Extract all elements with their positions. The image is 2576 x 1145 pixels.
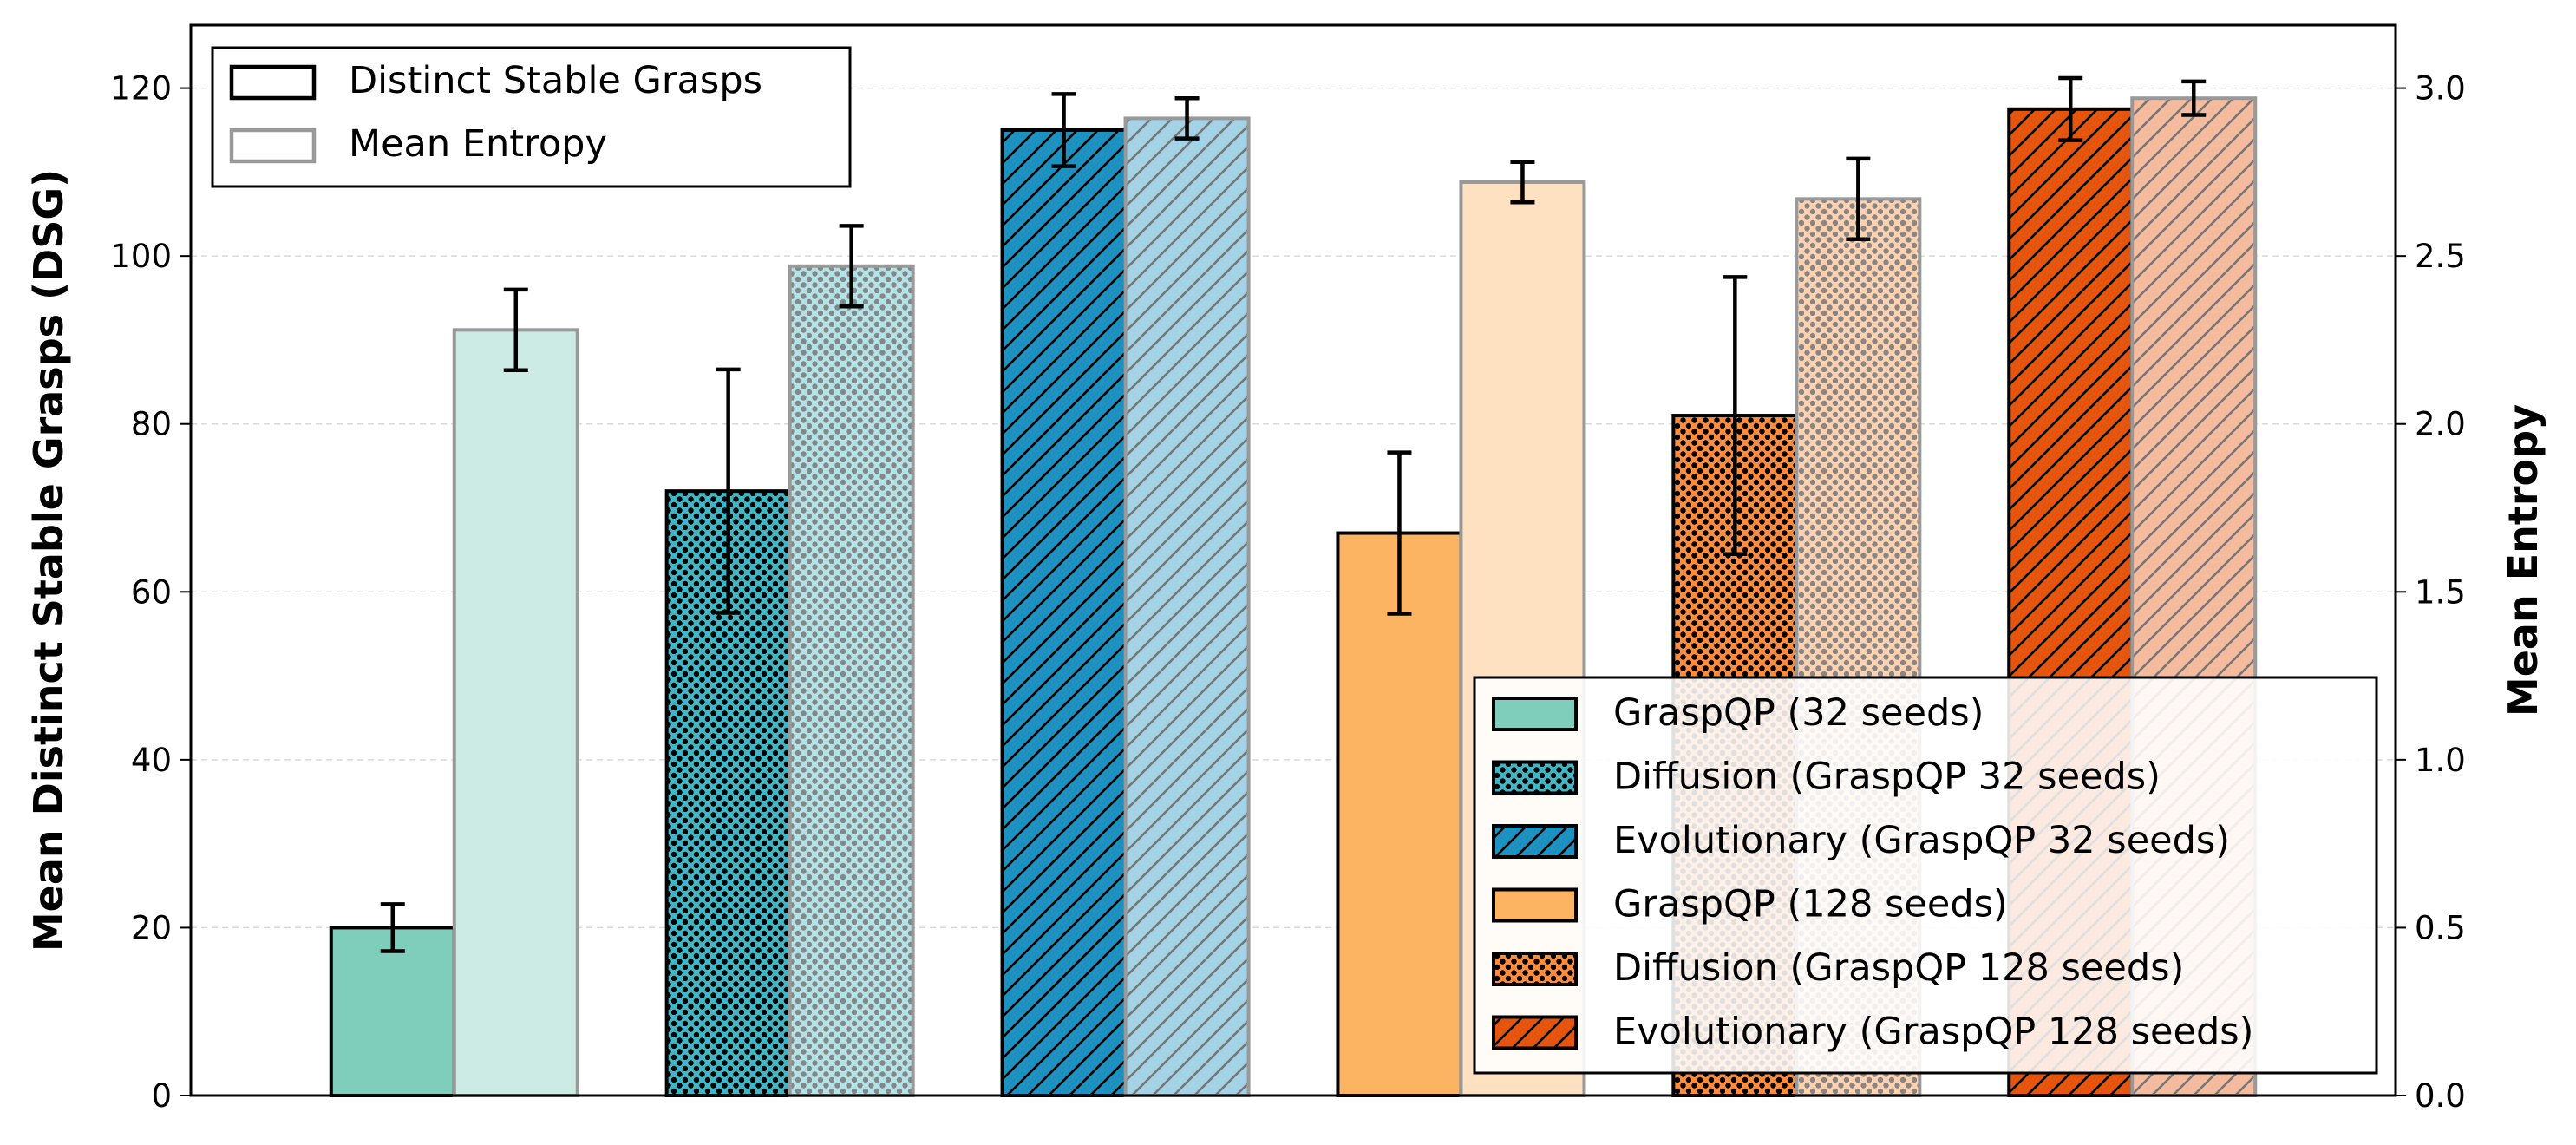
bar-entropy	[1123, 116, 1251, 1098]
legend-label: Evolutionary (GraspQP 32 seeds)	[1613, 819, 2230, 862]
legend-swatch	[1492, 697, 1578, 731]
bar-entropy	[452, 328, 579, 1097]
y-tick-label: 100	[110, 238, 172, 275]
legend-label: GraspQP (128 seeds)	[1613, 883, 2008, 926]
legend-swatch	[229, 64, 317, 101]
right-axis: 0.0 0.5 1.0 1.5 2.0 2.5 3.0	[2396, 70, 2466, 1115]
y-tick-label: 0	[151, 1077, 172, 1115]
y2-tick-label: 2.0	[2415, 406, 2466, 443]
y2-tick-label: 1.0	[2415, 742, 2466, 779]
bar-entropy	[788, 264, 915, 1097]
bar-dsg	[329, 926, 456, 1098]
legend-label: Evolutionary (GraspQP 128 seeds)	[1613, 1011, 2253, 1054]
bar-dsg	[1000, 128, 1128, 1098]
error-bars	[380, 75, 2207, 953]
legend-label: Mean Entropy	[349, 122, 607, 166]
y2-tick-label: 3.0	[2415, 70, 2466, 108]
legend-label: GraspQP (32 seeds)	[1613, 691, 1984, 735]
y-axis-label: Mean Distinct Stable Grasps (DSG)	[25, 169, 72, 952]
y2-tick-label: 1.5	[2415, 573, 2466, 611]
legend-swatch	[1492, 952, 1578, 986]
y-tick-label: 60	[131, 573, 172, 611]
y2-tick-label: 2.5	[2415, 238, 2466, 275]
y-tick-label: 40	[131, 742, 172, 779]
y-tick-label: 120	[110, 70, 172, 108]
legend-swatch	[1492, 760, 1578, 795]
y2-axis-label: Mean Entropy	[2500, 404, 2547, 716]
legend-frame	[1473, 676, 2378, 1075]
legend-swatch	[1492, 1015, 1578, 1050]
legend-label: Diffusion (GraspQP 128 seeds)	[1613, 946, 2184, 990]
legend-label: Diffusion (GraspQP 32 seeds)	[1613, 756, 2161, 799]
legend-metric: Distinct Stable Grasps Mean Entropy	[211, 46, 852, 188]
legend-frame	[211, 46, 852, 188]
bar-dsg	[1336, 531, 1463, 1097]
left-axis: 0 20 40 60 80 100 120	[110, 70, 191, 1115]
y2-tick-label: 0.0	[2415, 1077, 2466, 1115]
plot-frame	[189, 23, 2397, 1097]
y2-tick-label: 0.5	[2415, 909, 2466, 946]
legend-swatch	[229, 128, 317, 164]
legend-swatch	[1492, 887, 1578, 923]
legend-methods: GraspQP (32 seeds) Diffusion (GraspQP 32 …	[1473, 676, 2378, 1075]
legend-swatch	[1492, 824, 1578, 859]
y-tick-label: 20	[131, 909, 172, 946]
y-tick-label: 80	[131, 406, 172, 443]
legend-label: Distinct Stable Grasps	[349, 59, 762, 102]
